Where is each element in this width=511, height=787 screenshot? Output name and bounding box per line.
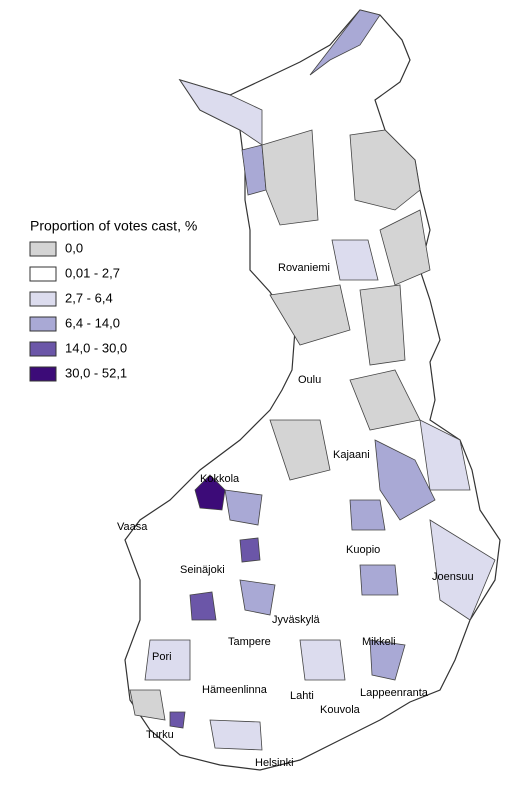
city-label: Turku: [146, 729, 174, 741]
city-label: Jyväskylä: [272, 614, 321, 626]
municipality: [429, 519, 496, 621]
municipality: [374, 439, 436, 521]
city-label: Hämeenlinna: [202, 684, 268, 696]
city-label: Kokkola: [200, 473, 240, 485]
municipalities: [129, 9, 496, 751]
municipality: [269, 419, 331, 481]
municipality: [309, 9, 381, 76]
legend-title: Proportion of votes cast, %: [30, 218, 197, 234]
legend-swatch: [29, 366, 57, 382]
legend-swatch: [29, 266, 57, 282]
legend-label: 0,01 - 2,7: [65, 265, 120, 280]
legend: 0,0 0,01 - 2,7 2,7 - 6,4 6,4 - 14,0 14,0 - 3…: [29, 240, 127, 382]
municipality: [299, 639, 346, 681]
municipality: [144, 639, 191, 681]
legend-swatch: [29, 291, 57, 307]
municipality: [359, 284, 406, 366]
legend-label: 14,0 - 30,0: [65, 340, 127, 355]
municipality: [169, 711, 186, 729]
municipality: [349, 129, 421, 211]
city-label: Oulu: [298, 374, 321, 386]
municipality: [239, 537, 261, 563]
legend-label: 0,0: [65, 240, 83, 255]
city-label: Kuopio: [346, 544, 380, 556]
city-label: Lappeenranta: [360, 687, 429, 699]
city-label: Rovaniemi: [278, 262, 330, 274]
legend-swatch: [29, 241, 57, 257]
legend-swatch: [29, 316, 57, 332]
city-labels: Rovaniemi Oulu Kajaani Kokkola Vaasa Kuopio Se…: [117, 262, 474, 769]
municipality: [379, 209, 431, 286]
municipality: [419, 419, 471, 491]
city-label: Pori: [152, 651, 172, 663]
municipality: [261, 129, 319, 226]
legend-label: 30,0 - 52,1: [65, 365, 127, 380]
municipality: [331, 239, 379, 281]
municipality: [359, 564, 399, 596]
city-label: Joensuu: [432, 571, 474, 583]
legend-label: 2,7 - 6,4: [65, 290, 113, 305]
municipality: [239, 579, 276, 616]
municipality: [349, 499, 386, 531]
municipality: [129, 689, 166, 721]
municipality: [189, 591, 217, 621]
municipality: [209, 719, 263, 751]
city-label: Tampere: [228, 636, 271, 648]
municipality: [269, 284, 351, 346]
city-label: Kouvola: [320, 704, 361, 716]
municipality: [369, 639, 406, 681]
city-label: Vaasa: [117, 521, 148, 533]
city-label: Mikkeli: [362, 636, 396, 648]
city-label: Seinäjoki: [180, 564, 225, 576]
municipality: [194, 474, 226, 511]
city-label: Kajaani: [333, 449, 370, 461]
city-label: Helsinki: [255, 757, 294, 769]
city-label: Lahti: [290, 690, 314, 702]
legend-swatch: [29, 341, 57, 357]
municipality: [224, 489, 263, 526]
legend-label: 6,4 - 14,0: [65, 315, 120, 330]
